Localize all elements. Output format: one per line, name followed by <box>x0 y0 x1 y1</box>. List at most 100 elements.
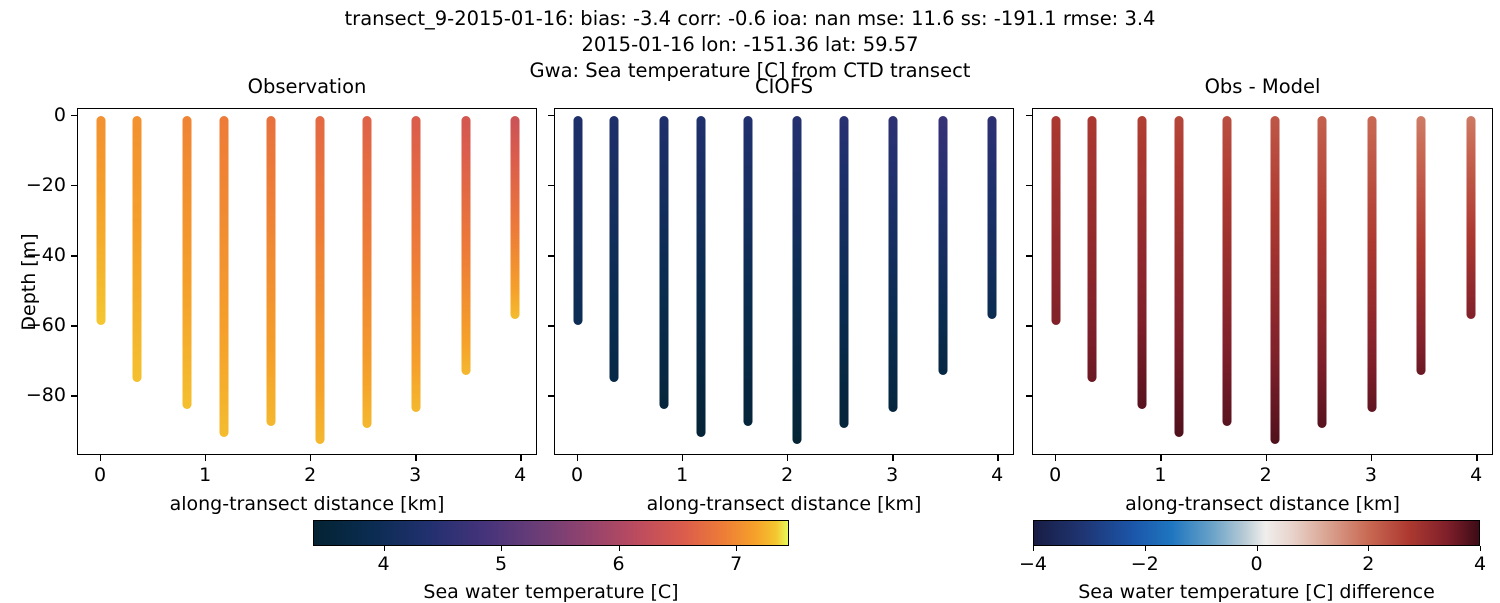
cast-profile <box>362 116 372 428</box>
cast-profile <box>315 116 325 444</box>
colorbar-tick <box>1256 546 1258 551</box>
y-axis-tick <box>548 325 554 327</box>
suptitle-line-description: Gwa: Sea temperature [C] from CTD transe… <box>529 59 971 82</box>
y-axis-tick <box>1026 185 1032 187</box>
cast-profile <box>219 116 229 437</box>
x-axis-tick-label: 1 <box>199 464 212 486</box>
x-axis-tick-label: 2 <box>781 464 794 486</box>
cast-profile <box>132 116 142 383</box>
x-axis-tick <box>1265 455 1267 461</box>
x-axis-tick <box>100 455 102 461</box>
colorbar-label-difference: Sea water temperature [C] difference <box>1078 581 1435 603</box>
y-axis-tick <box>71 185 77 187</box>
x-axis-tick <box>1476 455 1478 461</box>
colorbar-tick <box>618 546 620 551</box>
cast-profile <box>659 116 669 409</box>
cast-profile <box>573 116 583 325</box>
colorbar-tick <box>1368 546 1370 551</box>
x-axis-tick <box>415 455 417 461</box>
x-axis-tick <box>997 455 999 461</box>
x-axis-tick-label: 2 <box>1259 464 1272 486</box>
x-axis-label-observation: along-transect distance [km] <box>169 493 445 515</box>
y-axis-tick <box>548 115 554 117</box>
x-axis-tick <box>577 455 579 461</box>
colorbar-difference[interactable] <box>1033 520 1480 546</box>
y-axis-label: Depth [m] <box>18 232 40 331</box>
y-axis-tick <box>71 325 77 327</box>
cast-profile <box>411 116 421 413</box>
x-axis-tick-label: 3 <box>886 464 899 486</box>
y-axis-tick <box>1026 115 1032 117</box>
colorbar-tick-label: 2 <box>1362 553 1375 575</box>
colorbar-tick-label: −4 <box>1018 553 1048 575</box>
suptitle-line-location: 2015-01-16 lon: -151.36 lat: 59.57 <box>581 33 919 56</box>
plot-panel-difference[interactable] <box>1032 108 1493 455</box>
colorbar-tick-label: −2 <box>1130 553 1159 575</box>
cast-profile <box>1270 116 1280 444</box>
x-axis-label-difference: along-transect distance [km] <box>1125 493 1400 515</box>
colorbar-tick <box>1033 546 1035 551</box>
plot-area-ciofs <box>555 109 1013 454</box>
x-axis-tick-label: 1 <box>676 464 689 486</box>
colorbar-tick-label: 6 <box>612 553 625 575</box>
y-axis-tick <box>71 115 77 117</box>
cast-profile <box>182 116 192 409</box>
cast-profile <box>1137 116 1147 409</box>
x-axis-tick-label: 0 <box>571 464 584 486</box>
x-axis-tick <box>1055 455 1057 461</box>
cast-profile <box>792 116 802 444</box>
cast-profile <box>743 116 753 427</box>
cast-profile <box>609 116 619 383</box>
x-axis-label-ciofs: along-transect distance [km] <box>646 493 922 515</box>
cast-profile <box>461 116 471 376</box>
cast-profile <box>96 116 106 325</box>
x-axis-tick <box>1160 455 1162 461</box>
colorbar-tick-label: 4 <box>377 553 390 575</box>
colorbar-tick <box>736 546 738 551</box>
y-axis-tick <box>1026 255 1032 257</box>
figure-suptitle: transect_9-2015-01-16: bias: -3.4 corr: … <box>0 0 1500 84</box>
panel-title-difference: Obs - Model <box>1204 75 1321 98</box>
plot-area-observation <box>78 109 536 454</box>
y-axis-tick-label: −20 <box>25 174 66 197</box>
y-axis-tick-label: −60 <box>25 314 66 337</box>
y-axis-tick-label: −80 <box>25 384 66 407</box>
x-axis-tick-label: 0 <box>1049 464 1062 486</box>
x-axis-tick <box>892 455 894 461</box>
colorbar-temperature[interactable] <box>313 520 789 546</box>
x-axis-tick-label: 2 <box>304 464 317 486</box>
plot-panel-ciofs[interactable] <box>554 108 1014 455</box>
colorbar-tick-label: 7 <box>730 553 743 575</box>
cast-profile <box>1087 116 1097 383</box>
plot-area-difference <box>1033 109 1492 454</box>
cast-profile <box>1317 116 1327 428</box>
x-axis-tick-label: 4 <box>514 464 527 486</box>
plot-panel-observation[interactable] <box>77 108 537 455</box>
y-axis-tick <box>71 395 77 397</box>
colorbar-tick <box>1144 546 1146 551</box>
x-axis-tick-label: 4 <box>991 464 1004 486</box>
colorbar-label-temperature: Sea water temperature [C] <box>423 581 679 603</box>
y-axis-tick-label: −40 <box>25 244 66 267</box>
panel-title-observation: Observation <box>247 75 367 98</box>
y-axis-tick <box>1026 395 1032 397</box>
cast-profile <box>510 116 520 320</box>
cast-profile <box>839 116 849 428</box>
y-axis-tick-label: 0 <box>53 104 66 126</box>
cast-profile <box>1416 116 1426 376</box>
cast-profile <box>1466 116 1476 320</box>
x-axis-tick-label: 0 <box>94 464 107 486</box>
cast-profile <box>1174 116 1184 437</box>
y-axis-tick <box>548 255 554 257</box>
colorbar-tick-label: 4 <box>1473 553 1487 575</box>
y-axis-tick <box>1026 325 1032 327</box>
x-axis-tick <box>787 455 789 461</box>
cast-profile <box>1051 116 1061 325</box>
x-axis-tick <box>520 455 522 461</box>
colorbar-tick <box>501 546 503 551</box>
cast-profile <box>1222 116 1232 427</box>
panel-title-ciofs: CIOFS <box>755 75 813 98</box>
x-axis-tick <box>682 455 684 461</box>
x-axis-tick-label: 1 <box>1154 464 1167 486</box>
